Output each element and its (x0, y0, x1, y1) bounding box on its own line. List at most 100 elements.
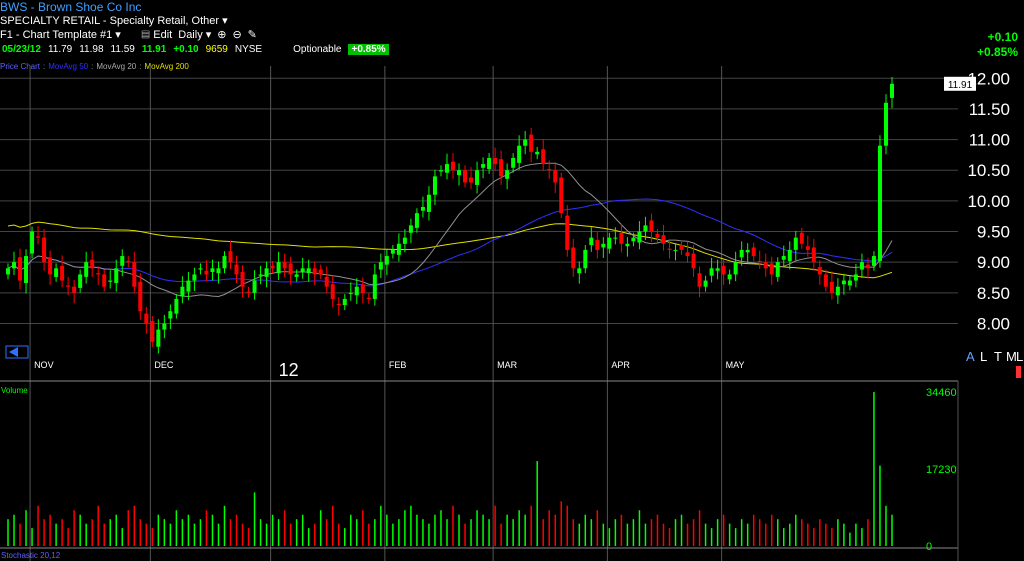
volume-tick-label: 34460 (926, 387, 957, 399)
timeframe-button[interactable]: M (1006, 349, 1017, 364)
candle (601, 237, 606, 258)
candle (775, 257, 780, 282)
candle (30, 226, 35, 259)
candle-body (306, 268, 311, 274)
candle-body (547, 168, 552, 171)
candle (222, 251, 227, 274)
candle-body (769, 263, 774, 275)
candle (751, 242, 756, 261)
candle-body (174, 298, 179, 314)
candle-body (709, 268, 714, 276)
candle-body (847, 280, 852, 286)
quote-high: 11.98 (79, 44, 104, 55)
candle-body (180, 286, 185, 297)
price-tick-label: 9.50 (977, 223, 1010, 242)
volume-pane-label: Volume (1, 386, 28, 395)
quote-volume: 9659 (205, 44, 228, 55)
candle (637, 221, 642, 250)
candle-body (396, 243, 401, 255)
candle (541, 138, 546, 171)
candle-body (890, 83, 894, 98)
candle-body (841, 280, 846, 285)
candle-body (805, 246, 810, 250)
candle (835, 278, 840, 304)
candle (246, 286, 251, 298)
volume-tick-label: 0 (926, 541, 932, 553)
zoom-in-icon[interactable]: ⊕ (217, 29, 227, 41)
candle-body (150, 321, 155, 342)
timeframe-button[interactable]: L (1016, 349, 1023, 364)
candle-body (366, 297, 371, 299)
candle-body (673, 249, 678, 251)
candle-body (204, 270, 209, 275)
price-tick-label: 9.00 (977, 253, 1010, 272)
last-price-tag: 11.91 (944, 76, 976, 91)
legend-ma20: MovAvg 20 (96, 62, 137, 71)
edit-label: Edit (153, 28, 173, 41)
candle-body (679, 245, 684, 250)
sector-dropdown[interactable]: SPECIALTY RETAIL - Specialty Retail, Oth… (0, 14, 228, 27)
scroll-left-button[interactable] (5, 345, 29, 359)
price-tick-label: 10.50 (967, 161, 1010, 180)
draw-tool-icon[interactable]: ✎ (247, 29, 257, 41)
candle-body (535, 151, 540, 155)
candle-body (883, 102, 888, 146)
template-dropdown[interactable]: F1 - Chart Template #1 ▾ (0, 28, 121, 42)
candle (270, 260, 275, 274)
candle (523, 130, 528, 155)
candle (198, 263, 203, 275)
candle (715, 259, 720, 280)
candle-body (781, 256, 786, 260)
candle-body (192, 274, 197, 281)
candle (126, 256, 131, 268)
candle-body (751, 247, 756, 257)
candle-body (444, 164, 449, 173)
ma50-line (7, 198, 893, 287)
candle-body (246, 291, 251, 293)
candle (589, 227, 594, 252)
candle-body (631, 237, 636, 242)
candle (396, 233, 401, 262)
candle-body (487, 157, 492, 169)
candle (559, 172, 564, 219)
candle-body (270, 265, 275, 269)
candle (625, 237, 630, 257)
timeframe-button[interactable]: A (966, 349, 975, 364)
period-dropdown[interactable]: Daily ▾ (178, 28, 211, 42)
price-tick-label: 11.00 (969, 131, 1010, 150)
zoom-out-icon[interactable]: ⊖ (232, 29, 242, 41)
candle-body (577, 268, 582, 274)
candle-body (144, 313, 149, 324)
candle (721, 259, 726, 285)
candle-body (793, 237, 798, 250)
price-axis: 12.00 11.50 11.00 10.50 10.00 9.50 9.00 8.50 8.0… (944, 69, 1010, 333)
candle (282, 253, 287, 277)
candle (114, 259, 119, 292)
change-pct: +0.85% (976, 45, 1018, 59)
timeframe-button[interactable]: L (980, 349, 987, 364)
candle-body (186, 280, 191, 292)
candle (354, 278, 359, 304)
candle (444, 153, 449, 180)
candle (649, 213, 654, 242)
candle-body (84, 262, 89, 277)
candle (192, 267, 197, 291)
timeframe-button[interactable]: T (994, 349, 1002, 364)
candle-body (727, 274, 732, 280)
candle (877, 135, 882, 268)
candle-body (649, 220, 654, 232)
candle-body (643, 225, 648, 232)
legend-ma200: MovAvg 200 (144, 62, 189, 71)
candle (408, 218, 413, 244)
candle-body (288, 263, 293, 275)
candle (426, 186, 431, 221)
quote-row: 05/23/12 11.79 11.98 11.59 11.91 +0.10 9… (2, 44, 389, 55)
candle-body (216, 268, 221, 274)
candle-body (108, 280, 113, 282)
candle (817, 260, 822, 285)
edit-button[interactable]: ▤ Edit (141, 29, 172, 41)
candle (757, 250, 762, 269)
candle-body (402, 237, 407, 244)
candle-body (138, 281, 143, 312)
